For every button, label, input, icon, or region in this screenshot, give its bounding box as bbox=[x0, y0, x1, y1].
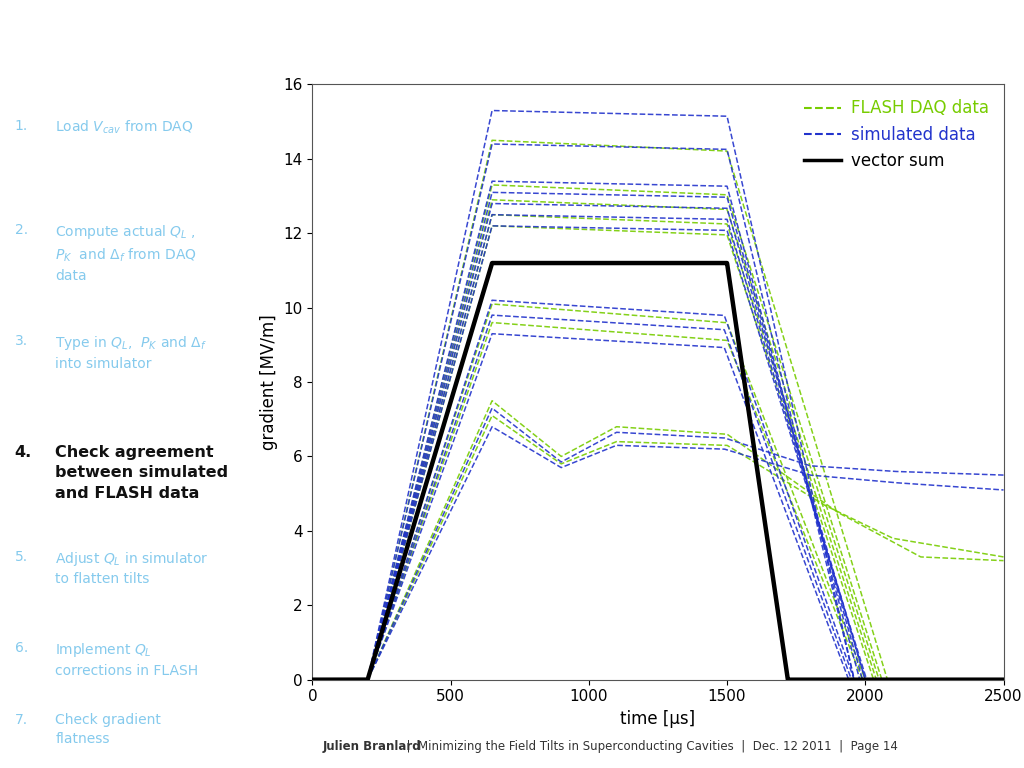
Text: Julien Branlard: Julien Branlard bbox=[323, 740, 421, 753]
Text: |  Minimizing the Field Tilts in Superconducting Cavities  |  Dec. 12 2011  |  P: | Minimizing the Field Tilts in Supercon… bbox=[399, 740, 898, 753]
Text: 2.: 2. bbox=[14, 223, 28, 237]
Text: II. Calibration procedure: II. Calibration procedure bbox=[18, 20, 478, 53]
Text: Check agreement
between simulated
and FLASH data: Check agreement between simulated and FL… bbox=[55, 445, 228, 501]
Text: 4.: 4. bbox=[14, 445, 32, 460]
Y-axis label: gradient [MV/m]: gradient [MV/m] bbox=[260, 314, 278, 450]
Text: Load $V_{cav}$ from DAQ: Load $V_{cav}$ from DAQ bbox=[55, 118, 194, 136]
Text: 1.: 1. bbox=[14, 118, 28, 133]
Text: 6.: 6. bbox=[14, 641, 28, 655]
Text: Type in $Q_L$,  $P_K$ and $\Delta_f$
into simulator: Type in $Q_L$, $P_K$ and $\Delta_f$ into… bbox=[55, 334, 207, 371]
Text: 5.: 5. bbox=[14, 550, 28, 564]
X-axis label: time [μs]: time [μs] bbox=[621, 710, 695, 728]
Text: 7.: 7. bbox=[14, 713, 28, 727]
Text: 3.: 3. bbox=[14, 334, 28, 348]
Text: Implement $Q_L$
corrections in FLASH: Implement $Q_L$ corrections in FLASH bbox=[55, 641, 199, 678]
Legend: FLASH DAQ data, simulated data, vector sum: FLASH DAQ data, simulated data, vector s… bbox=[798, 93, 995, 177]
Text: Check gradient
flatness: Check gradient flatness bbox=[55, 713, 162, 746]
Text: Compute actual $Q_L$ ,
$P_K$  and $\Delta_f$ from DAQ
data: Compute actual $Q_L$ , $P_K$ and $\Delta… bbox=[55, 223, 197, 283]
Text: Adjust $Q_L$ in simulator
to flatten tilts: Adjust $Q_L$ in simulator to flatten til… bbox=[55, 550, 209, 587]
